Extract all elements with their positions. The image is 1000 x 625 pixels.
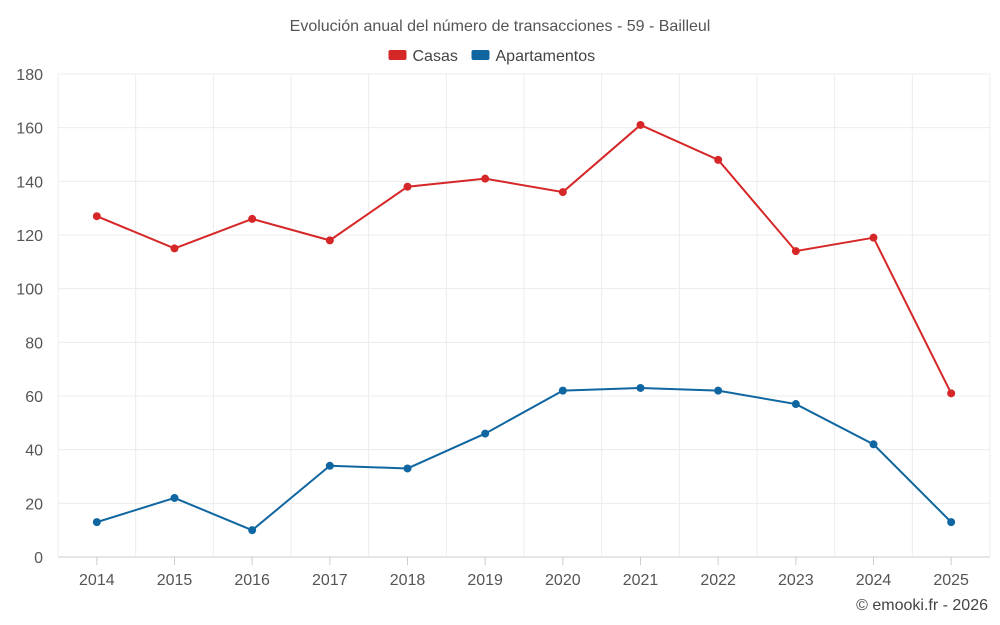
data-point[interactable] [558,386,567,395]
series-apartamentos [92,383,956,535]
data-point[interactable] [947,518,956,527]
grid [57,73,991,558]
data-point[interactable] [92,212,101,221]
series-line [96,123,953,394]
data-point[interactable] [947,389,956,398]
series-group [92,120,956,535]
data-point[interactable] [248,526,257,535]
legend-item-apartamentos[interactable]: Apartamentos [471,48,596,65]
data-point[interactable] [714,155,723,164]
x-tick-label: 2018 [390,572,426,589]
x-tick-label: 2020 [545,572,581,589]
legend-swatch [471,50,490,60]
legend: Casas Apartamentos [388,48,596,65]
x-tick-label: 2023 [778,572,814,589]
data-point[interactable] [791,400,800,409]
data-point[interactable] [170,493,179,502]
data-point[interactable] [791,247,800,256]
data-point[interactable] [325,461,334,470]
y-tick-label: 140 [16,174,43,191]
data-point[interactable] [636,120,645,129]
y-tick-label: 100 [16,282,43,299]
series-casas [92,120,956,398]
legend-label: Apartamentos [496,48,596,65]
legend-item-casas[interactable]: Casas [388,48,458,65]
data-point[interactable] [325,236,334,245]
y-tick-label: 160 [16,121,43,138]
x-tick-label: 2022 [700,572,736,589]
data-point[interactable] [636,383,645,392]
data-point[interactable] [869,233,878,242]
data-point[interactable] [869,440,878,449]
x-tick-label: 2015 [157,572,193,589]
y-tick-label: 60 [25,389,43,406]
legend-label: Casas [413,48,458,65]
y-tick-label: 180 [16,67,43,84]
x-tick-label: 2024 [856,572,892,589]
chart-title: Evolución anual del número de transaccio… [290,18,711,35]
x-tick-label: 2019 [467,572,503,589]
x-axis: 2014 2015 2016 2017 2018 2019 2020 2021 2022 2023… [79,557,969,589]
x-tick-label: 2017 [312,572,348,589]
x-tick-label: 2021 [623,572,659,589]
data-point[interactable] [714,386,723,395]
y-axis: 0 20 40 60 80 100 120 140 160 180 [16,67,43,567]
y-tick-label: 80 [25,335,43,352]
credit-text: © emooki.fr - 2026 [856,597,988,614]
y-tick-label: 40 [25,443,43,460]
data-point[interactable] [92,518,101,527]
y-tick-label: 120 [16,228,43,245]
y-tick-label: 20 [25,496,43,513]
series-line [96,386,952,532]
x-tick-label: 2014 [79,572,115,589]
data-point[interactable] [170,244,179,253]
x-tick-label: 2025 [933,572,969,589]
legend-swatch [388,50,407,60]
data-point[interactable] [403,464,412,473]
data-point[interactable] [481,174,490,183]
data-point[interactable] [481,429,490,438]
x-tick-label: 2016 [234,572,270,589]
data-point[interactable] [248,214,257,223]
y-tick-label: 0 [34,550,43,567]
data-point[interactable] [403,182,412,191]
data-point[interactable] [558,188,567,197]
